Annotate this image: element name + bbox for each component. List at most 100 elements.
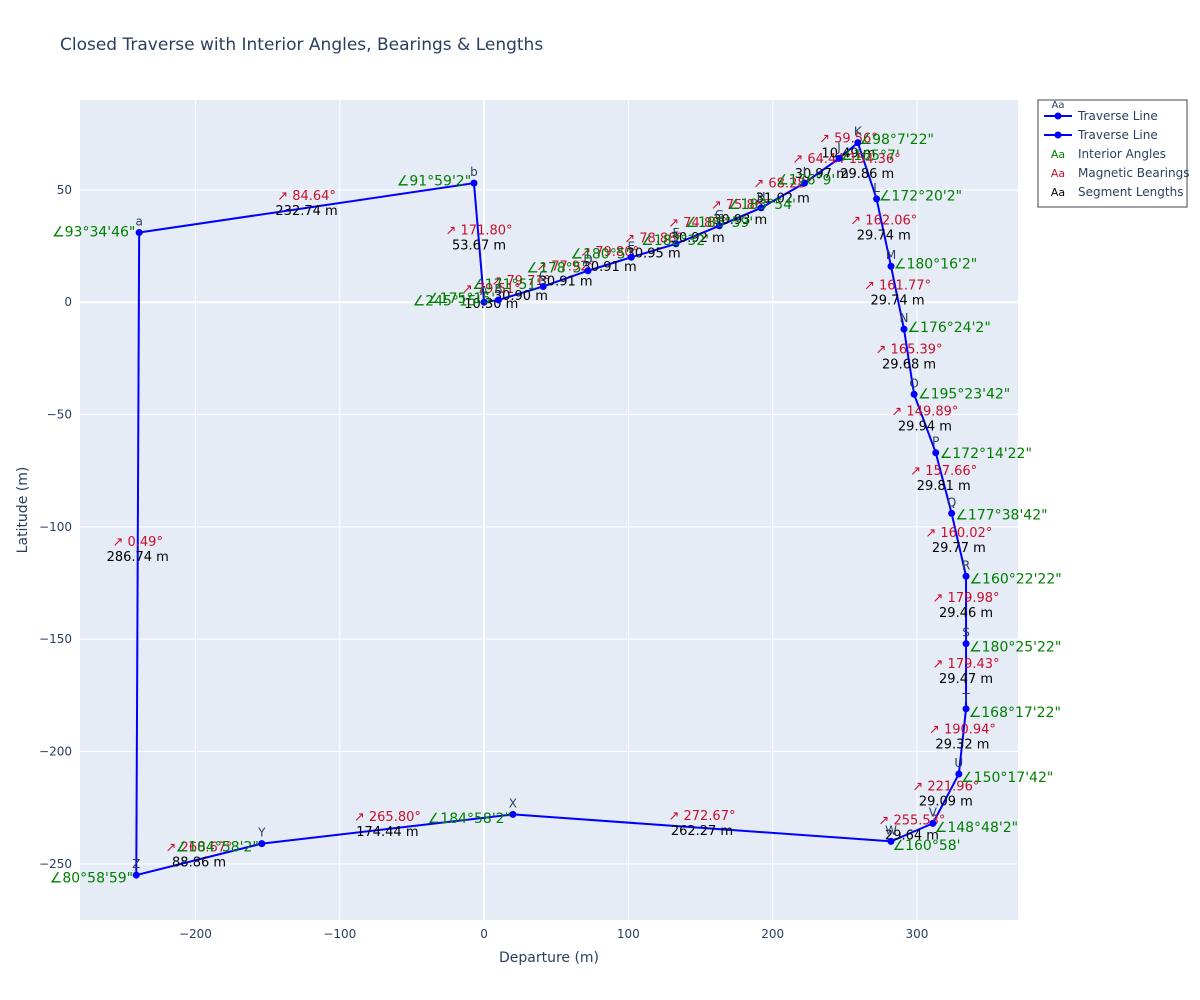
station-marker [873, 195, 881, 203]
x-tick-label: 200 [761, 927, 784, 941]
station-name-label: N [900, 311, 909, 325]
station-marker [932, 449, 940, 457]
station-marker [627, 253, 635, 261]
station-name-label: E [627, 239, 635, 253]
x-tick-label: 0 [480, 927, 488, 941]
bearing-label: ↗ 157.66° [910, 464, 977, 479]
bearing-label: ↗ 77.92° [536, 260, 595, 275]
station-name-label: T [961, 691, 970, 705]
station-name-label: b [470, 165, 478, 179]
legend-group-marker: Aa [1052, 100, 1065, 111]
interior-angle-label: ∠176°24'2" [908, 320, 991, 336]
station-name-label: D [583, 253, 592, 267]
station-marker [955, 770, 963, 778]
length-label: 30.92 m [671, 231, 725, 246]
legend: Aa Traverse Line Traverse Line Aa Interior A… [1037, 99, 1189, 208]
plot-content: ↗ 79.51°10.30 m↗ 79.71°30.90 m↗ 77.92°30… [50, 125, 1062, 887]
station-marker [948, 509, 956, 517]
station-marker [835, 154, 843, 162]
station-name-label: G [715, 208, 724, 222]
station-name-label: O [909, 376, 918, 390]
station-marker [135, 229, 143, 237]
interior-angle-label: ∠175°15' [427, 291, 495, 307]
length-label: 29.77 m [932, 541, 986, 556]
legend-text-swatch: Aa [1051, 148, 1065, 161]
interior-angle-label: ∠172°20'2" [879, 189, 962, 205]
station-name-label: R [962, 558, 970, 572]
station-marker [132, 871, 140, 879]
station-marker [910, 390, 918, 398]
interior-angle-label: ∠182°32' [641, 233, 709, 249]
length-label: 29.74 m [870, 294, 924, 309]
bearing-label: ↗ 75.86° [711, 198, 770, 213]
bearing-label: ↗ 255.53° [878, 813, 945, 828]
length-label: 29.09 m [919, 795, 973, 810]
station-marker [962, 572, 970, 580]
station-marker [962, 640, 970, 648]
bearing-label: ↗ 79.51° [462, 282, 521, 297]
interior-angle-label: ∠165°7' [841, 148, 900, 164]
y-axis-title: Latitude (m) [15, 467, 31, 554]
station-marker [509, 810, 517, 818]
y-tick-label: −100 [39, 520, 72, 534]
station-marker [887, 837, 895, 845]
legend-marker-swatch [1054, 131, 1062, 139]
bearing-label: ↗ 179.43° [933, 657, 1000, 672]
bearing-label: ↗ 221.96° [912, 780, 979, 795]
y-tick-label: 0 [64, 295, 72, 309]
legend-entry-label: Magnetic Bearings [1078, 166, 1189, 180]
station-name-label: I [803, 165, 807, 179]
length-label: 31.02 m [756, 191, 810, 206]
length-label: 29.81 m [917, 479, 971, 494]
bearing-label: ↗ 79.80° [580, 245, 639, 260]
interior-angle-label: ∠148°48'2" [935, 820, 1018, 836]
interior-angle-label: ∠245°15' [413, 293, 481, 309]
bearing-label: ↗ 59.56° [819, 132, 878, 147]
length-label: 29.74 m [857, 229, 911, 244]
bearing-label: ↗ 84.64° [277, 189, 336, 204]
length-label: 29.32 m [935, 737, 989, 752]
interior-angle-label: ∠172°14'22" [940, 446, 1032, 462]
x-axis-title: Departure (m) [499, 950, 599, 966]
interior-angle-label: ∠178°5' [526, 261, 585, 277]
length-label: 29.86 m [840, 167, 894, 182]
y-tick-label: −150 [39, 632, 72, 646]
bearing-label: ↗ 154.36° [834, 152, 901, 167]
length-label: 29.68 m [882, 358, 936, 373]
interior-angle-label: ∠168°17'22" [969, 705, 1061, 721]
interior-angle-label: ∠195°23'42" [918, 387, 1010, 403]
station-name-label: B [494, 282, 502, 296]
length-label: 30.91 m [539, 275, 593, 290]
interior-angle-label: ∠160°22'22" [969, 571, 1061, 587]
station-marker [470, 179, 478, 187]
bearing-label: ↗ 0.49° [112, 535, 162, 550]
station-name-label: Z [132, 857, 140, 871]
station-marker [258, 840, 266, 848]
station-marker [480, 298, 488, 306]
length-label: 174.44 m [356, 825, 418, 840]
length-label: 29.46 m [939, 606, 993, 621]
interior-angle-label: ∠180°16'2" [894, 257, 977, 273]
interior-angle-label: ∠80°58'59" [50, 871, 133, 887]
station-name-label: W [885, 823, 897, 837]
y-axis-ticks: −250 −200 −150 −100 −50 0 50 [39, 183, 72, 871]
station-name-label: A [480, 284, 489, 298]
bearing-label: ↗ 79.71° [491, 274, 550, 289]
station-marker [887, 262, 895, 270]
length-label: 286.74 m [107, 550, 169, 565]
interior-angle-label: ∠183°54' [728, 197, 796, 213]
interior-angle-label: ∠186°59' [685, 215, 753, 231]
interior-angle-label: ∠184°58'2" [428, 811, 511, 827]
station-marker [900, 325, 908, 333]
station-marker [584, 267, 592, 275]
length-label: 88.86 m [172, 855, 226, 870]
station-name-label: V [929, 805, 938, 819]
bearing-label: ↗ 161.77° [864, 279, 931, 294]
station-marker [539, 282, 547, 290]
y-tick-label: 50 [57, 183, 72, 197]
station-name-label: P [932, 435, 939, 449]
bearing-label: ↗ 260.67° [166, 840, 233, 855]
x-tick-label: −200 [179, 927, 212, 941]
length-label: 29.94 m [898, 420, 952, 435]
